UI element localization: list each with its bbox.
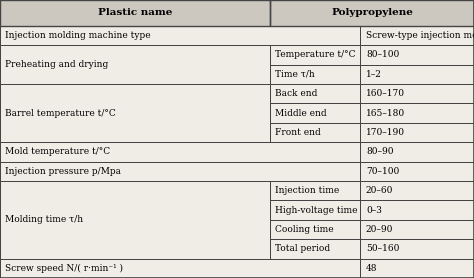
Bar [0, 26, 360, 45]
Text: Mold temperature t/°C: Mold temperature t/°C [5, 147, 110, 157]
Bar [360, 239, 474, 259]
Bar [270, 0, 474, 26]
Bar [0, 239, 474, 259]
Text: Molding time τ/h: Molding time τ/h [5, 215, 83, 224]
Bar [360, 259, 474, 278]
Text: Injection time: Injection time [275, 186, 339, 195]
Bar [0, 162, 474, 181]
Bar [270, 181, 360, 200]
Bar [270, 103, 360, 123]
Bar [0, 220, 474, 239]
Text: Middle end: Middle end [275, 109, 327, 118]
Text: Plastic name: Plastic name [98, 8, 172, 18]
Bar [270, 220, 360, 239]
Bar [360, 84, 474, 103]
Bar [270, 0, 474, 26]
Text: Injection molding machine type: Injection molding machine type [5, 31, 150, 40]
Bar [360, 123, 474, 142]
Text: 160–170: 160–170 [366, 89, 405, 98]
Bar [360, 162, 474, 181]
Text: Preheating and drying: Preheating and drying [5, 60, 108, 69]
Bar [270, 200, 360, 220]
Text: 1–2: 1–2 [366, 70, 382, 79]
Text: High-voltage time: High-voltage time [275, 206, 357, 215]
Bar [270, 84, 360, 103]
Text: 50–160: 50–160 [366, 244, 399, 254]
Text: 0–3: 0–3 [366, 206, 382, 215]
Bar [360, 103, 474, 123]
Bar [270, 123, 360, 142]
Bar [0, 0, 270, 26]
Bar [0, 181, 270, 259]
Text: Injection pressure p/Mpa: Injection pressure p/Mpa [5, 167, 121, 176]
Bar [0, 0, 270, 26]
Bar [0, 84, 474, 103]
Bar [270, 65, 360, 84]
Bar [360, 26, 474, 45]
Bar [0, 84, 270, 142]
Bar [360, 181, 474, 200]
Text: 20–90: 20–90 [366, 225, 393, 234]
Bar [0, 45, 270, 84]
Text: Screw speed N/( r·min⁻¹ ): Screw speed N/( r·min⁻¹ ) [5, 264, 123, 273]
Text: Total period: Total period [275, 244, 330, 254]
Bar [270, 45, 360, 65]
Bar [0, 259, 474, 278]
Bar [0, 26, 474, 45]
Text: 165–180: 165–180 [366, 109, 405, 118]
Bar [360, 65, 474, 84]
Bar [0, 142, 474, 162]
Bar [0, 181, 474, 200]
Bar [0, 200, 474, 220]
Bar [360, 200, 474, 220]
Bar [0, 162, 360, 181]
Text: 80–100: 80–100 [366, 50, 399, 59]
Bar [0, 103, 474, 123]
Text: Cooling time: Cooling time [275, 225, 334, 234]
Text: 170–190: 170–190 [366, 128, 405, 137]
Text: Time τ/h: Time τ/h [275, 70, 315, 79]
Bar [270, 239, 360, 259]
Text: Barrel temperature t/°C: Barrel temperature t/°C [5, 109, 116, 118]
Bar [0, 142, 360, 162]
Bar [360, 220, 474, 239]
Text: Temperature t/°C: Temperature t/°C [275, 50, 356, 59]
Text: 80–90: 80–90 [366, 147, 393, 157]
Bar [0, 65, 474, 84]
Text: 70–100: 70–100 [366, 167, 399, 176]
Bar [0, 123, 474, 142]
Bar [360, 45, 474, 65]
Text: Polypropylene: Polypropylene [331, 8, 413, 18]
Bar [0, 45, 474, 65]
Bar [360, 142, 474, 162]
Text: 48: 48 [366, 264, 377, 273]
Text: Screw-type injection molding machine: Screw-type injection molding machine [366, 31, 474, 40]
Text: Front end: Front end [275, 128, 321, 137]
Bar [0, 259, 360, 278]
Text: 20–60: 20–60 [366, 186, 393, 195]
Text: Back end: Back end [275, 89, 317, 98]
